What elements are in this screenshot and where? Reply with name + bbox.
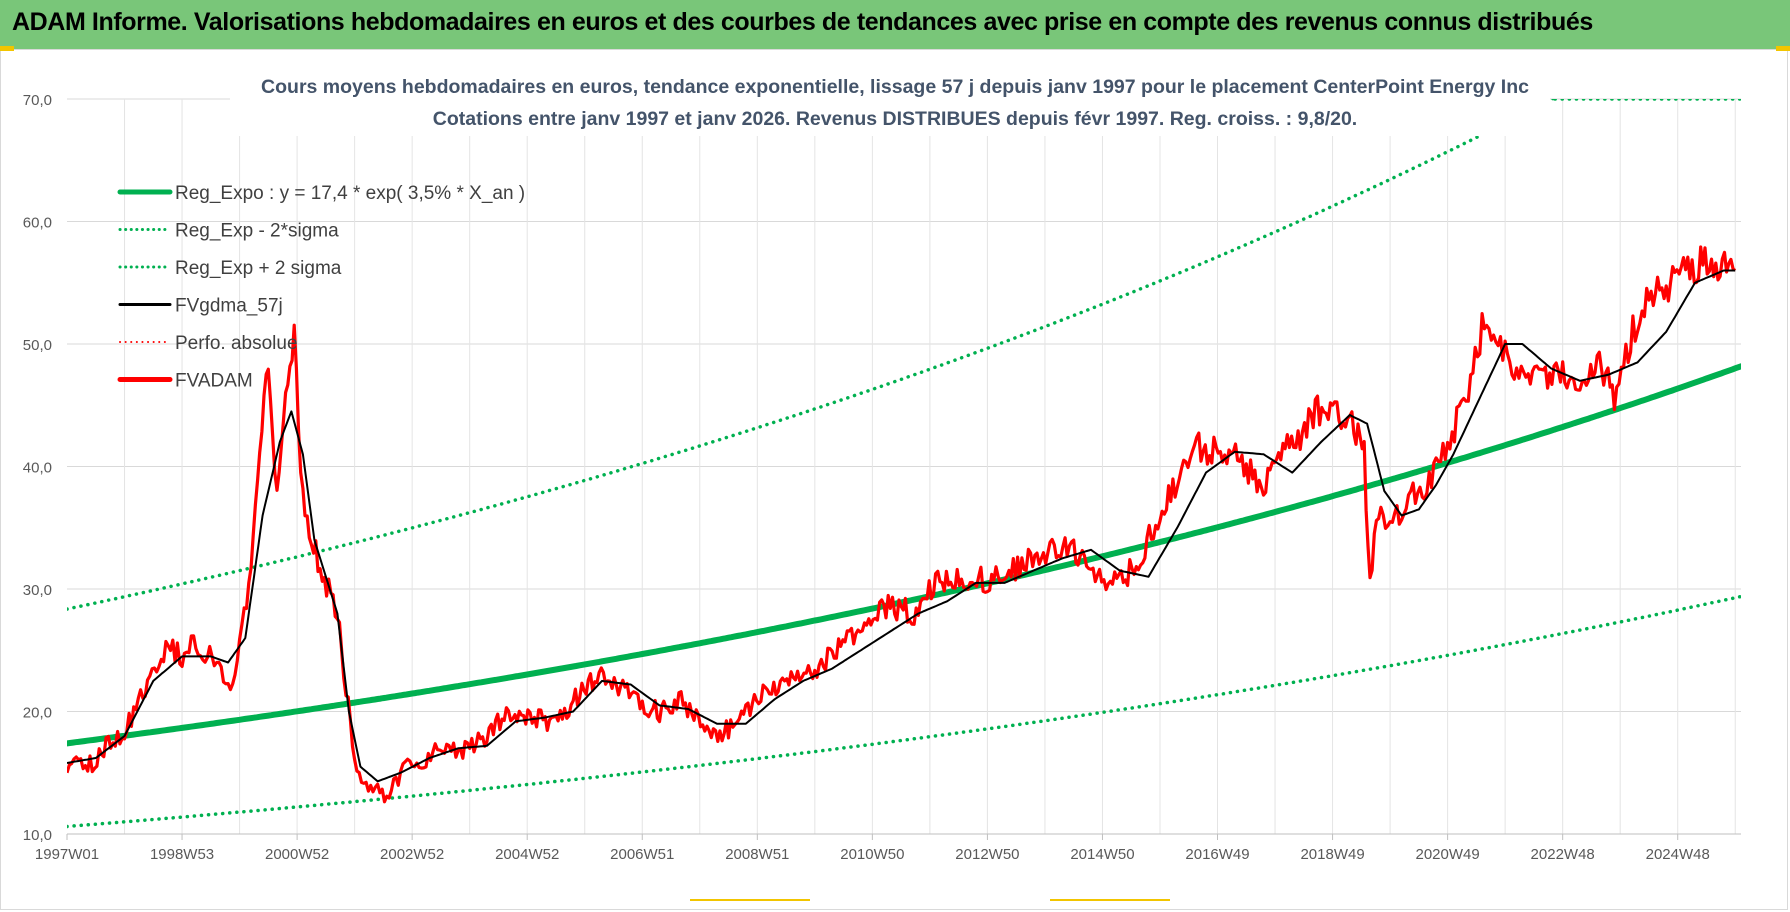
- x-tick-label: 2006W51: [610, 846, 674, 863]
- plot-area: [67, 99, 1741, 829]
- y-tick-label: 40,0: [23, 460, 52, 477]
- legend-item: FVgdma_57j: [118, 296, 283, 317]
- x-tick-label: 2008W51: [725, 846, 789, 863]
- x-tick-label: 2010W50: [840, 846, 904, 863]
- legend: Reg_Expo : y = 17,4 * exp( 3,5% * X_an )…: [117, 183, 525, 392]
- x-tick-label: 2002W52: [380, 846, 444, 863]
- x-tick-label: 2024W48: [1646, 846, 1710, 863]
- corner-mark-left: [0, 46, 14, 51]
- grid: [67, 98, 1741, 835]
- x-axis: 1997W01 1998W53 2000W52 2002W52 2004W52 2006W…: [35, 833, 1741, 863]
- x-tick-label: 2012W50: [955, 846, 1019, 863]
- y-tick-label: 10,0: [23, 827, 52, 844]
- chart-title-line1: Cours moyens hebdomadaires en euros, ten…: [261, 76, 1529, 98]
- legend-label: Reg_Exp + 2 sigma: [175, 258, 342, 279]
- legend-item: Reg_Expo : y = 17,4 * exp( 3,5% * X_an ): [117, 183, 525, 204]
- y-axis: 10,0 20,0 30,0 40,0 50,0 60,0 70,0: [23, 92, 52, 844]
- bottom-mark-1: [690, 899, 810, 901]
- legend-item: Reg_Exp - 2*sigma: [118, 221, 339, 242]
- x-tick-label: 2018W49: [1300, 846, 1364, 863]
- y-tick-label: 70,0: [23, 92, 52, 109]
- y-tick-label: 20,0: [23, 705, 52, 722]
- legend-label: Reg_Expo : y = 17,4 * exp( 3,5% * X_an ): [175, 183, 525, 204]
- x-tick-label: 2000W52: [265, 846, 329, 863]
- y-tick-label: 30,0: [23, 582, 52, 599]
- x-tick-label: 2022W48: [1531, 846, 1595, 863]
- x-tick-label: 2016W49: [1185, 846, 1249, 863]
- y-tick-label: 60,0: [23, 215, 52, 232]
- x-tick-label: 2020W49: [1416, 846, 1480, 863]
- x-tick-label: 1998W53: [150, 846, 214, 863]
- legend-label: Reg_Exp - 2*sigma: [175, 221, 339, 242]
- legend-label: Perfo. absolue: [175, 333, 298, 354]
- series-fvgdma-57j: [67, 269, 1736, 783]
- chart-title-line2: Cotations entre janv 1997 et janv 2026. …: [433, 108, 1357, 130]
- x-tick-label: 2004W52: [495, 846, 559, 863]
- header-banner: ADAM Informe. Valorisations hebdomadaire…: [0, 0, 1790, 50]
- chart-frame: [0, 49, 1788, 910]
- legend-item: FVADAM: [117, 371, 253, 392]
- corner-mark-right: [1776, 46, 1790, 51]
- x-tick-label: 1997W01: [35, 846, 99, 863]
- legend-item: Reg_Exp + 2 sigma: [118, 258, 342, 279]
- y-tick-label: 50,0: [23, 337, 52, 354]
- bottom-mark-2: [1050, 899, 1170, 901]
- page-title: ADAM Informe. Valorisations hebdomadaire…: [12, 8, 1593, 36]
- legend-item: Perfo. absolue: [119, 333, 298, 354]
- series-fvadam: [67, 245, 1737, 804]
- series-reg-lower: [67, 594, 1741, 829]
- legend-label: FVgdma_57j: [175, 296, 283, 317]
- legend-label: FVADAM: [175, 371, 253, 392]
- title-background: [230, 68, 1550, 136]
- x-tick-label: 2014W50: [1070, 846, 1134, 863]
